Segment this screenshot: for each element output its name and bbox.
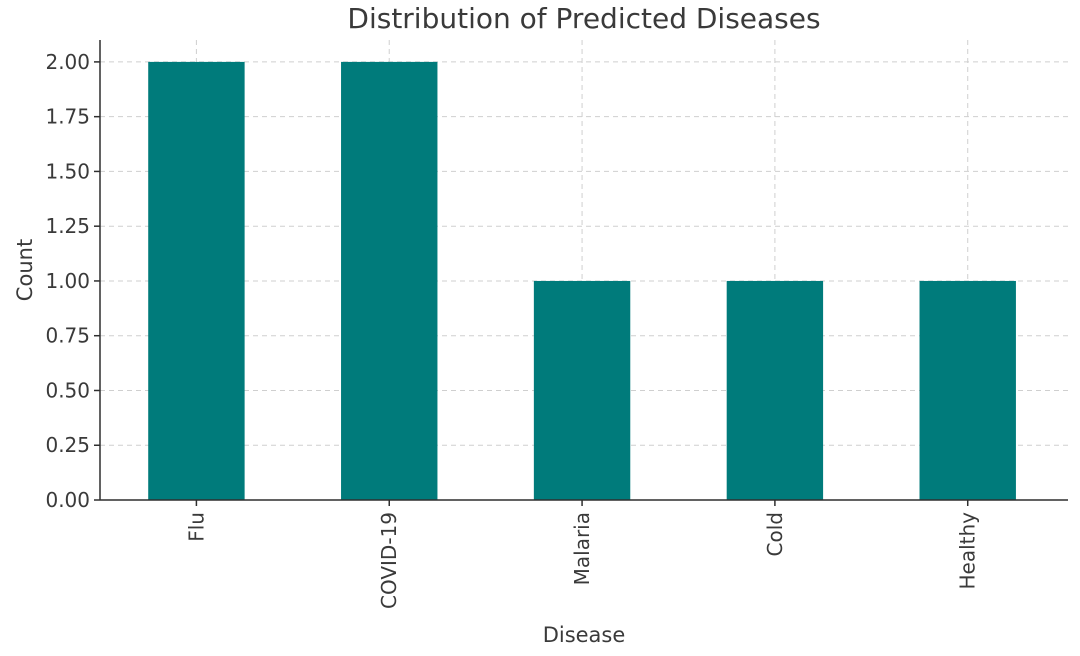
bar-covid-19 (341, 61, 438, 501)
x-tick-label-malaria: Malaria (570, 512, 594, 585)
bar-malaria (533, 280, 631, 500)
x-tick-label-healthy: Healthy (956, 512, 980, 590)
x-tick-label-flu: Flu (184, 512, 208, 542)
y-tick-label: 1.50 (45, 159, 90, 183)
y-tick-label: 2.00 (45, 50, 90, 74)
y-tick-label: 0.00 (45, 488, 90, 512)
bar-cold (726, 280, 824, 500)
bars (148, 61, 1016, 501)
y-axis-ticks: 0.00 0.25 0.50 0.75 1.00 1.25 1.50 1.75 2.00 (45, 50, 100, 512)
y-tick-label: 1.75 (45, 105, 90, 129)
y-tick-label: 0.50 (45, 378, 90, 402)
x-axis-ticks: Flu COVID-19 Malaria Cold Healthy (184, 500, 980, 609)
y-tick-label: 1.00 (45, 269, 90, 293)
y-tick-label: 1.25 (45, 214, 90, 238)
y-tick-label: 0.75 (45, 324, 90, 348)
chart-title: Distribution of Predicted Diseases (347, 2, 820, 35)
x-axis-label: Disease (543, 623, 626, 647)
y-tick-label: 0.25 (45, 433, 90, 457)
y-axis-label: Count (13, 239, 37, 301)
x-tick-label-covid-19: COVID-19 (377, 512, 401, 609)
bar-healthy (919, 280, 1016, 500)
bar-flu (148, 61, 245, 501)
x-tick-label-cold: Cold (763, 512, 787, 556)
